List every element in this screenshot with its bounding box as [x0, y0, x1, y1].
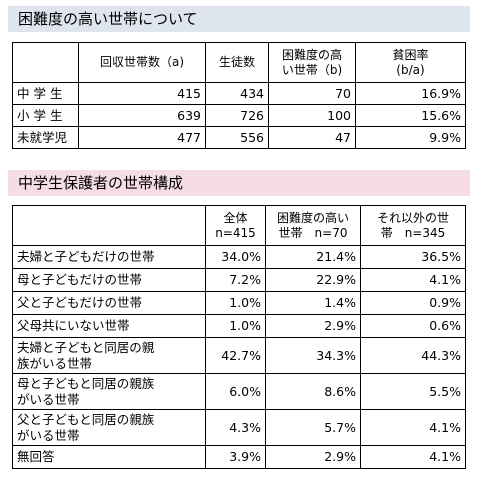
table-row: 無回答 3.9% 2.9% 4.1%: [12, 445, 466, 469]
table-cell: 小 学 生: [12, 104, 79, 127]
table-cell: 5.5%: [360, 373, 466, 410]
table-cell: それ以外の世 帯 n=345: [360, 205, 466, 246]
table-cell: 0.6%: [360, 314, 466, 338]
table-cell: 100: [268, 104, 356, 127]
table-row: 父母共にいない世帯 1.0% 2.9% 0.6%: [12, 314, 466, 338]
table-cell: 22.9%: [265, 268, 361, 292]
table-row: 母と子どもと同居の親族 がいる世帯 6.0% 8.6% 5.5%: [12, 373, 466, 410]
table-row: 小 学 生 639 726 100 15.6%: [12, 104, 466, 127]
table-cell: 726: [205, 104, 269, 127]
table-cell: 21.4%: [265, 245, 361, 269]
table-cell: 2.9%: [265, 445, 361, 469]
table-cell: 4.1%: [360, 268, 466, 292]
table-cell: 16.9%: [355, 82, 466, 105]
table-cell: 父と子どもと同居の親族 がいる世帯: [12, 409, 206, 446]
table-cell: 34.0%: [205, 245, 266, 269]
header-row: 全体 n=415 困難度の高い 世帯 n=70 それ以外の世 帯 n=345: [12, 205, 466, 246]
header-row: 回収世帯数（a) 生徒数 困難度の高 い世帯（b) 貧困率 (b/a): [12, 42, 466, 83]
table-cell: [12, 42, 79, 83]
table-cell: 4.1%: [360, 409, 466, 446]
table-cell: 母と子どもだけの世帯: [12, 268, 206, 292]
table-cell: 回収世帯数（a): [78, 42, 206, 83]
table-cell: 全体 n=415: [205, 205, 266, 246]
table-cell: 42.7%: [205, 337, 266, 374]
table-cell: 夫婦と子どもだけの世帯: [12, 245, 206, 269]
table-cell: 477: [78, 126, 206, 149]
table-cell: 3.9%: [205, 445, 266, 469]
table-cell: 8.6%: [265, 373, 361, 410]
section-title: 困難度の高い世帯について: [8, 6, 470, 32]
table-cell: 1.0%: [205, 291, 266, 315]
table-cell: 無回答: [12, 445, 206, 469]
table-row: 未就学児 477 556 47 9.9%: [12, 126, 466, 149]
table-row: 夫婦と子どもだけの世帯 34.0% 21.4% 36.5%: [12, 245, 466, 269]
table-cell: 1.4%: [265, 291, 361, 315]
table-cell: 415: [78, 82, 206, 105]
table-cell: 2.9%: [265, 314, 361, 338]
table-cell: 6.0%: [205, 373, 266, 410]
table-row: 母と子どもだけの世帯 7.2% 22.9% 4.1%: [12, 268, 466, 292]
table-cell: 34.3%: [265, 337, 361, 374]
table-cell: 15.6%: [355, 104, 466, 127]
table-cell: 4.3%: [205, 409, 266, 446]
table-cell: 36.5%: [360, 245, 466, 269]
table-cell: 生徒数: [205, 42, 269, 83]
table-cell: 9.9%: [355, 126, 466, 149]
table-row: 夫婦と子どもと同居の親 族がいる世帯 42.7% 34.3% 44.3%: [12, 337, 466, 374]
table: 回収世帯数（a) 生徒数 困難度の高 い世帯（b) 貧困率 (b/a) 中 学 生 415…: [12, 42, 466, 149]
table-row: 父と子どもと同居の親族 がいる世帯 4.3% 5.7% 4.1%: [12, 409, 466, 446]
section-title: 中学生保護者の世帯構成: [8, 170, 470, 196]
table-cell: 434: [205, 82, 269, 105]
table-cell: 44.3%: [360, 337, 466, 374]
table-cell: 5.7%: [265, 409, 361, 446]
table-cell: 未就学児: [12, 126, 79, 149]
table-cell: 父母共にいない世帯: [12, 314, 206, 338]
table: 全体 n=415 困難度の高い 世帯 n=70 それ以外の世 帯 n=345 夫婦と子…: [12, 205, 466, 469]
table-row: 中 学 生 415 434 70 16.9%: [12, 82, 466, 105]
table-cell: 639: [78, 104, 206, 127]
table-row: 父と子どもだけの世帯 1.0% 1.4% 0.9%: [12, 291, 466, 315]
table-cell: [12, 205, 206, 246]
table-cell: 1.0%: [205, 314, 266, 338]
table-cell: 7.2%: [205, 268, 266, 292]
table-cell: 0.9%: [360, 291, 466, 315]
table-cell: 中 学 生: [12, 82, 79, 105]
table-cell: 夫婦と子どもと同居の親 族がいる世帯: [12, 337, 206, 374]
table-cell: 困難度の高い 世帯 n=70: [265, 205, 361, 246]
table-cell: 父と子どもだけの世帯: [12, 291, 206, 315]
table-cell: 47: [268, 126, 356, 149]
table-cell: 貧困率 (b/a): [355, 42, 466, 83]
table-cell: 困難度の高 い世帯（b): [268, 42, 356, 83]
table-cell: 母と子どもと同居の親族 がいる世帯: [12, 373, 206, 410]
table-cell: 70: [268, 82, 356, 105]
table-cell: 556: [205, 126, 269, 149]
table-cell: 4.1%: [360, 445, 466, 469]
